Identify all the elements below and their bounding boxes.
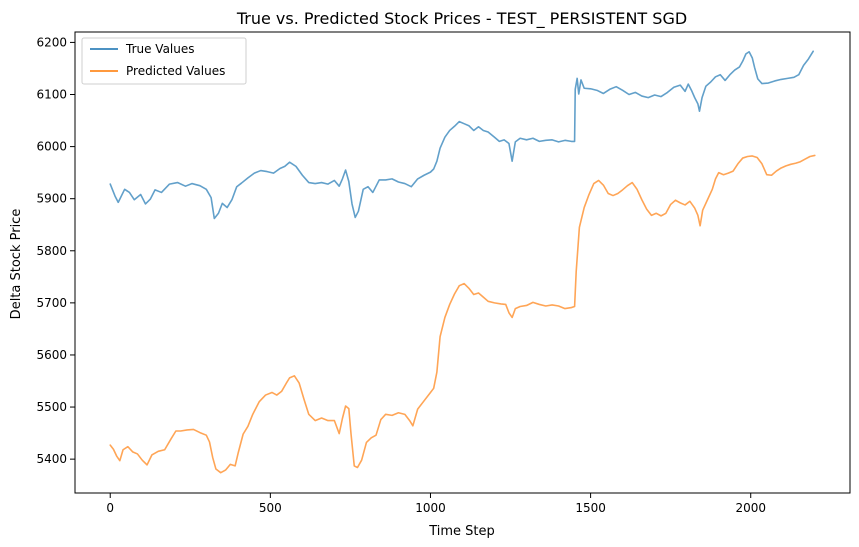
legend-box: [81, 37, 247, 85]
legend-label-predicted-values: Predicted Values: [126, 64, 225, 78]
x-tick-label: 0: [106, 501, 114, 515]
y-tick-label: 5500: [36, 400, 67, 414]
plot-frame: [74, 31, 851, 494]
true-values-line: [109, 50, 814, 220]
y-tick-label: 6200: [36, 35, 67, 49]
legend-label-true-values: True Values: [125, 42, 195, 56]
x-tick-label: 1000: [415, 501, 446, 515]
predicted-values-line: [109, 154, 816, 474]
x-tick-label: 2000: [735, 501, 766, 515]
chart-title: True vs. Predicted Stock Prices - TEST_ …: [236, 9, 687, 29]
y-tick-label: 5900: [36, 192, 67, 206]
y-tick-label: 5600: [36, 348, 67, 362]
x-axis: 0 500 1000 1500 2000: [106, 493, 766, 515]
x-tick-label: 500: [259, 501, 282, 515]
y-tick-label: 6000: [36, 140, 67, 154]
y-axis-label: Delta Stock Price: [9, 209, 24, 320]
y-axis: 5400 5500 5600 5700 5800 5900 6000 6100 6200: [36, 35, 75, 466]
y-tick-label: 6100: [36, 88, 67, 102]
y-tick-label: 5700: [36, 296, 67, 310]
x-tick-label: 1500: [575, 501, 606, 515]
plot-area: 0 500 1000 1500 2000 5400 5500 5600 5700 5800 590…: [36, 31, 851, 515]
legend: True Values Predicted Values: [81, 37, 247, 85]
x-axis-label: Time Step: [428, 524, 495, 539]
series-layer: [109, 50, 816, 474]
y-tick-label: 5800: [36, 244, 67, 258]
y-tick-label: 5400: [36, 452, 67, 466]
